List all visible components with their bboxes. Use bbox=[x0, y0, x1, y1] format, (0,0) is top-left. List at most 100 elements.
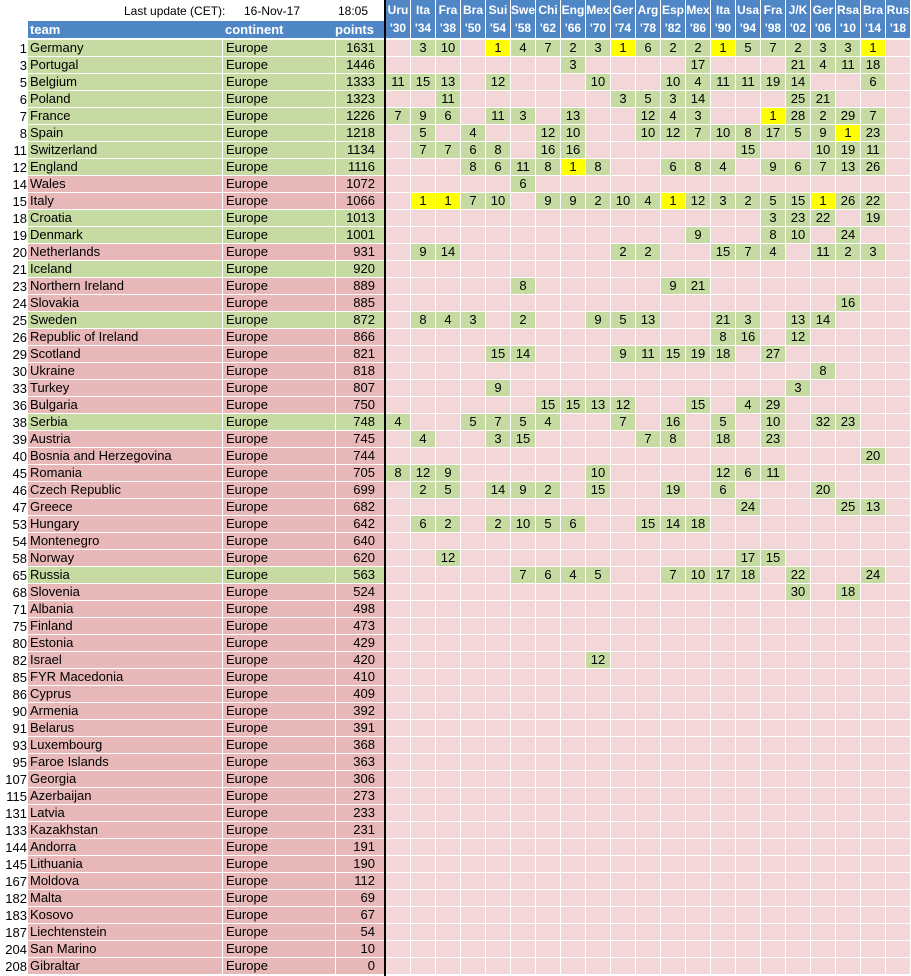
cup-result-cell[interactable] bbox=[611, 771, 636, 788]
cup-result-cell[interactable]: 7 bbox=[636, 431, 661, 448]
cup-result-cell[interactable] bbox=[386, 125, 411, 142]
cup-header[interactable]: Mex '70 bbox=[586, 0, 611, 38]
cup-result-cell[interactable] bbox=[736, 516, 761, 533]
cup-result-cell[interactable] bbox=[511, 907, 536, 924]
cup-result-cell[interactable] bbox=[461, 958, 486, 975]
cup-result-cell[interactable] bbox=[636, 873, 661, 890]
cup-result-cell[interactable] bbox=[636, 278, 661, 295]
points-cell[interactable]: 1631 bbox=[335, 40, 385, 57]
cup-result-cell[interactable] bbox=[661, 210, 686, 227]
cup-result-cell[interactable] bbox=[886, 40, 911, 57]
cup-result-cell[interactable] bbox=[611, 856, 636, 873]
cup-result-cell[interactable] bbox=[511, 584, 536, 601]
cup-result-cell[interactable] bbox=[711, 720, 736, 737]
cup-result-cell[interactable] bbox=[861, 941, 886, 958]
cup-result-cell[interactable]: 3 bbox=[786, 380, 811, 397]
cup-result-cell[interactable] bbox=[436, 720, 461, 737]
cup-result-cell[interactable] bbox=[711, 550, 736, 567]
cup-result-cell[interactable] bbox=[536, 958, 561, 975]
cup-result-cell[interactable] bbox=[886, 856, 911, 873]
cup-result-cell[interactable] bbox=[536, 618, 561, 635]
cup-result-cell[interactable]: 2 bbox=[636, 244, 661, 261]
cup-result-cell[interactable] bbox=[761, 516, 786, 533]
points-cell[interactable]: 866 bbox=[335, 329, 385, 346]
cup-result-cell[interactable]: 24 bbox=[736, 499, 761, 516]
continent-cell[interactable]: Europe bbox=[222, 176, 335, 193]
cup-result-cell[interactable] bbox=[486, 227, 511, 244]
rank-cell[interactable]: 11 bbox=[13, 143, 28, 158]
points-cell[interactable]: 409 bbox=[335, 686, 385, 703]
cup-result-cell[interactable] bbox=[686, 873, 711, 890]
cup-result-cell[interactable] bbox=[411, 176, 436, 193]
team-cell[interactable]: Hungary bbox=[28, 516, 222, 533]
cup-result-cell[interactable] bbox=[836, 720, 861, 737]
cup-result-cell[interactable] bbox=[586, 635, 611, 652]
continent-cell[interactable]: Europe bbox=[222, 295, 335, 312]
cup-result-cell[interactable] bbox=[636, 669, 661, 686]
cup-result-cell[interactable] bbox=[736, 176, 761, 193]
cup-result-cell[interactable] bbox=[561, 74, 586, 91]
cup-result-cell[interactable] bbox=[386, 380, 411, 397]
cup-result-cell[interactable]: 22 bbox=[861, 193, 886, 210]
cup-result-cell[interactable] bbox=[436, 210, 461, 227]
cup-result-cell[interactable] bbox=[586, 91, 611, 108]
cup-result-cell[interactable]: 2 bbox=[586, 193, 611, 210]
cup-result-cell[interactable]: 4 bbox=[636, 193, 661, 210]
cup-result-cell[interactable] bbox=[661, 176, 686, 193]
rank-cell[interactable]: 58 bbox=[12, 551, 27, 566]
continent-header[interactable]: continent bbox=[222, 21, 334, 38]
points-cell[interactable]: 0 bbox=[335, 958, 385, 975]
cup-result-cell[interactable] bbox=[536, 805, 561, 822]
cup-result-cell[interactable] bbox=[561, 465, 586, 482]
cup-result-cell[interactable] bbox=[461, 601, 486, 618]
cup-result-cell[interactable] bbox=[836, 516, 861, 533]
cup-result-cell[interactable] bbox=[511, 805, 536, 822]
cup-result-cell[interactable] bbox=[861, 414, 886, 431]
cup-result-cell[interactable]: 6 bbox=[786, 159, 811, 176]
cup-result-cell[interactable]: 8 bbox=[386, 465, 411, 482]
continent-cell[interactable]: Europe bbox=[222, 312, 335, 329]
cup-result-cell[interactable] bbox=[436, 295, 461, 312]
cup-result-cell[interactable] bbox=[386, 941, 411, 958]
cup-result-cell[interactable] bbox=[511, 380, 536, 397]
cup-result-cell[interactable] bbox=[611, 567, 636, 584]
cup-result-cell[interactable] bbox=[761, 448, 786, 465]
points-cell[interactable]: 112 bbox=[335, 873, 385, 890]
cup-result-cell[interactable] bbox=[461, 822, 486, 839]
cup-result-cell[interactable] bbox=[386, 533, 411, 550]
cup-result-cell[interactable] bbox=[736, 771, 761, 788]
cup-result-cell[interactable] bbox=[861, 805, 886, 822]
cup-result-cell[interactable]: 2 bbox=[511, 312, 536, 329]
cup-result-cell[interactable] bbox=[386, 397, 411, 414]
cup-result-cell[interactable] bbox=[811, 295, 836, 312]
cup-result-cell[interactable] bbox=[611, 720, 636, 737]
cup-result-cell[interactable] bbox=[861, 822, 886, 839]
cup-result-cell[interactable] bbox=[886, 142, 911, 159]
cup-result-cell[interactable] bbox=[761, 839, 786, 856]
cup-result-cell[interactable] bbox=[511, 839, 536, 856]
cup-result-cell[interactable] bbox=[586, 856, 611, 873]
cup-result-cell[interactable]: 21 bbox=[811, 91, 836, 108]
cup-result-cell[interactable] bbox=[861, 737, 886, 754]
cup-result-cell[interactable] bbox=[886, 618, 911, 635]
cup-result-cell[interactable]: 2 bbox=[786, 40, 811, 57]
cup-result-cell[interactable] bbox=[786, 448, 811, 465]
cup-result-cell[interactable] bbox=[686, 907, 711, 924]
cup-result-cell[interactable] bbox=[586, 822, 611, 839]
cup-result-cell[interactable] bbox=[511, 652, 536, 669]
cup-result-cell[interactable] bbox=[586, 244, 611, 261]
cup-result-cell[interactable] bbox=[386, 924, 411, 941]
cup-result-cell[interactable] bbox=[786, 754, 811, 771]
cup-result-cell[interactable] bbox=[586, 584, 611, 601]
cup-result-cell[interactable] bbox=[511, 244, 536, 261]
cup-result-cell[interactable] bbox=[586, 890, 611, 907]
cup-result-cell[interactable] bbox=[436, 703, 461, 720]
rank-cell[interactable]: 182 bbox=[5, 891, 27, 906]
cup-result-cell[interactable] bbox=[886, 210, 911, 227]
cup-result-cell[interactable] bbox=[786, 244, 811, 261]
team-cell[interactable]: Bosnia and Herzegovina bbox=[28, 448, 222, 465]
cup-result-cell[interactable]: 11 bbox=[861, 142, 886, 159]
cup-result-cell[interactable] bbox=[586, 210, 611, 227]
cup-result-cell[interactable]: 10 bbox=[511, 516, 536, 533]
cup-result-cell[interactable] bbox=[861, 669, 886, 686]
